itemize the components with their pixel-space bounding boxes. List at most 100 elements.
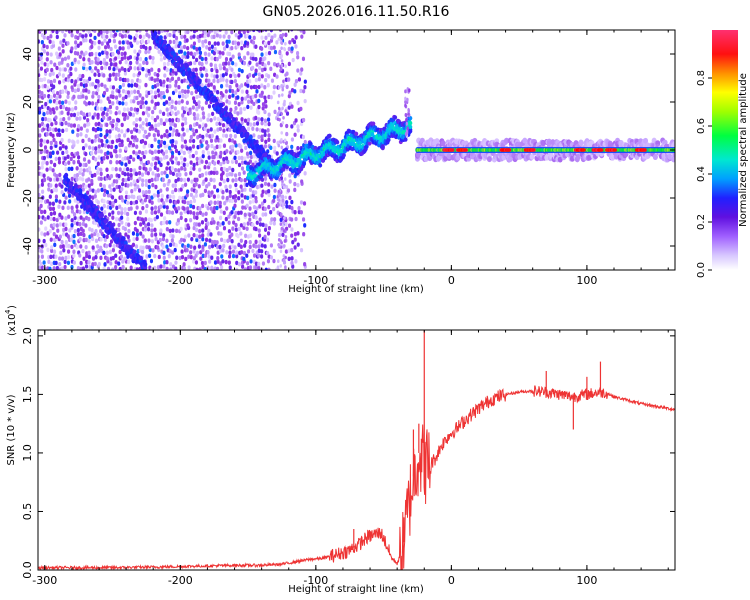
- heatmap-cell: [90, 233, 94, 238]
- heatmap-cell: [287, 256, 291, 262]
- heatmap-cell: [73, 215, 77, 221]
- heatmap-cell: [42, 173, 46, 178]
- heatmap-cell: [222, 34, 226, 39]
- heatmap-cell: [76, 266, 80, 270]
- heatmap-cell: [52, 249, 57, 254]
- heatmap-cell: [182, 44, 187, 50]
- heatmap-cell: [143, 129, 147, 135]
- heatmap-cell: [163, 55, 167, 61]
- heatmap-cell: [64, 120, 68, 126]
- heatmap-cell: [100, 206, 104, 211]
- heatmap-cell: [147, 68, 151, 74]
- heatmap-cell: [261, 106, 265, 111]
- heatmap-cell: [192, 45, 196, 50]
- heatmap-cell: [226, 159, 230, 165]
- heatmap-cell: [195, 156, 199, 162]
- heatmap-cell: [173, 183, 177, 188]
- heatmap-cell: [124, 146, 128, 151]
- heatmap-cell: [264, 139, 268, 145]
- heatmap-cell: [142, 144, 146, 149]
- heatmap-cell: [66, 249, 71, 254]
- heatmap-cell: [94, 157, 98, 162]
- heatmap-cell: [209, 232, 213, 237]
- heatmap-cell: [69, 71, 73, 77]
- heatmap-cell: [72, 212, 77, 217]
- heatmap-cell: [105, 51, 109, 56]
- heatmap-cell: [73, 198, 77, 203]
- heatmap-cell: [243, 178, 247, 183]
- heatmap-cell: [263, 198, 267, 204]
- heatmap-cell: [180, 79, 184, 84]
- heatmap-cell: [213, 74, 217, 79]
- heatmap-cell: [64, 145, 68, 150]
- heatmap-cell: [157, 149, 161, 154]
- heatmap-cell: [215, 144, 219, 150]
- heatmap-cell: [178, 255, 182, 261]
- heatmap-cell: [70, 209, 75, 214]
- heatmap-cell: [78, 189, 83, 194]
- heatmap-cell: [51, 89, 55, 94]
- heatmap-cell: [267, 192, 271, 198]
- heatmap-cell: [145, 60, 149, 66]
- heatmap-cell: [84, 38, 88, 43]
- heatmap-cell: [68, 228, 72, 233]
- heatmap-cell: [39, 198, 44, 203]
- heatmap-cell: [245, 261, 250, 266]
- heatmap-cell: [99, 182, 103, 188]
- heatmap-cell: [48, 266, 52, 270]
- heatmap-cell: [187, 265, 191, 270]
- heatmap-cell: [64, 222, 68, 227]
- heatmap-cell: [108, 243, 112, 248]
- heatmap-cell: [280, 145, 284, 150]
- heatmap-cell: [185, 107, 189, 112]
- heatmap-cell: [44, 226, 48, 231]
- heatmap-cell: [82, 88, 86, 93]
- heatmap-cell: [162, 250, 166, 256]
- heatmap-cell: [126, 78, 130, 83]
- heatmap-cell: [258, 222, 263, 227]
- heatmap-cell: [51, 150, 55, 155]
- heatmap-cell: [293, 187, 297, 193]
- heatmap-cell: [186, 177, 191, 182]
- heatmap-cell: [141, 138, 145, 144]
- heatmap-cell: [225, 188, 229, 193]
- heatmap-cell: [212, 209, 216, 215]
- heatmap-cell: [131, 143, 136, 148]
- heatmap-cell: [261, 102, 266, 107]
- heatmap-cell: [181, 93, 185, 99]
- heatmap-cell: [159, 212, 164, 217]
- heatmap-cell: [60, 239, 64, 245]
- heatmap-cell: [293, 245, 297, 250]
- heatmap-cell: [69, 156, 73, 162]
- heatmap-cell: [145, 194, 149, 200]
- heatmap-cell: [257, 228, 261, 233]
- heatmap-cell: [158, 79, 162, 84]
- heatmap-cell: [49, 95, 53, 100]
- heatmap-cell: [198, 267, 202, 270]
- heatmap-cell: [133, 66, 137, 71]
- heatmap-cell: [114, 260, 118, 265]
- heatmap-cell: [235, 267, 239, 270]
- heatmap-cell: [218, 50, 222, 55]
- heatmap-cell: [168, 198, 172, 204]
- heatmap-cell: [189, 134, 193, 140]
- heatmap-cell: [171, 118, 175, 123]
- heatmap-cell: [51, 30, 55, 33]
- heatmap-cell: [193, 245, 197, 250]
- heatmap-cell: [124, 178, 128, 183]
- heatmap-cell: [151, 156, 155, 162]
- heatmap-cell: [147, 49, 151, 54]
- heatmap-cell: [281, 106, 284, 111]
- heatmap-cell: [123, 51, 127, 56]
- heatmap-cell: [273, 109, 277, 115]
- heatmap-cell: [293, 231, 298, 237]
- heatmap-cell: [54, 120, 58, 126]
- heatmap-cell: [114, 62, 118, 67]
- heatmap-cell: [301, 217, 306, 222]
- heatmap-cell: [282, 185, 286, 189]
- heatmap-cell: [134, 33, 139, 38]
- heatmap-cell: [212, 178, 216, 183]
- heatmap-cell: [165, 220, 169, 225]
- heatmap-cell: [303, 261, 307, 267]
- heatmap-cell: [47, 94, 51, 99]
